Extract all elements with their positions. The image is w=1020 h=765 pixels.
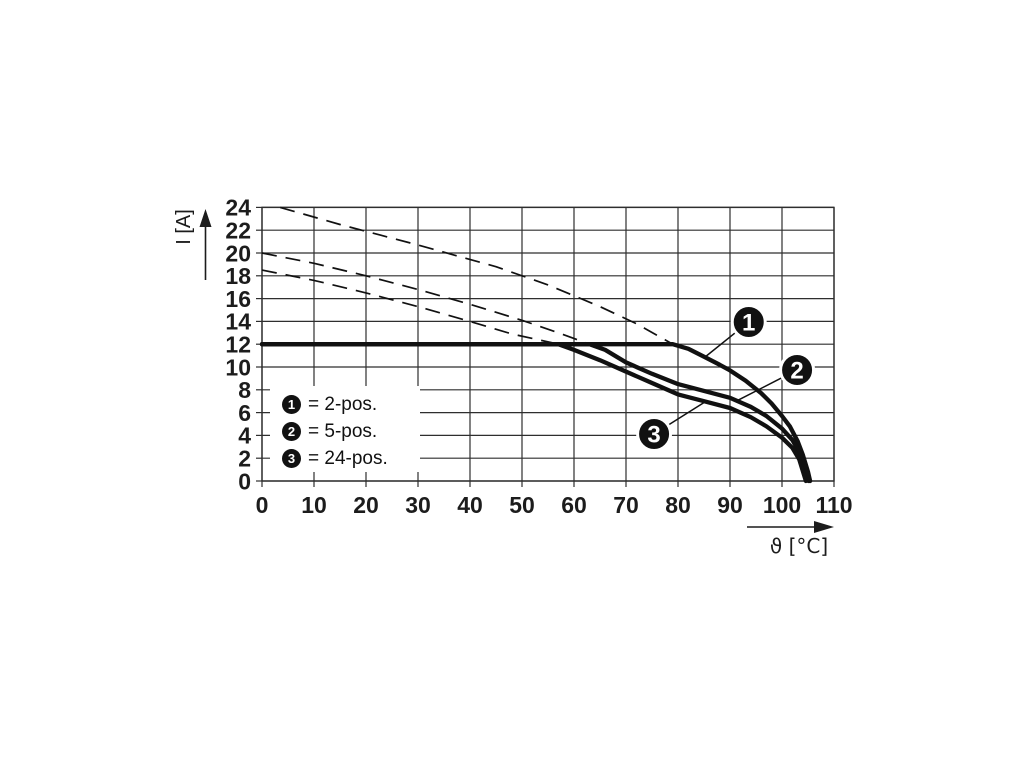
axis-ticks bbox=[256, 206, 835, 487]
x-tick-label: 50 bbox=[509, 492, 535, 518]
x-tick-label: 40 bbox=[457, 492, 483, 518]
y-tick-label: 16 bbox=[225, 286, 251, 312]
x-tick-label: 80 bbox=[665, 492, 691, 518]
y-tick-label: 18 bbox=[225, 263, 251, 289]
x-tick-label: 70 bbox=[613, 492, 639, 518]
y-axis-arrowhead-icon bbox=[199, 209, 212, 227]
legend-box: 1 = 2-pos. 2 = 5-pos. 3 = 24-pos. bbox=[270, 386, 420, 472]
y-tick-label: 8 bbox=[238, 377, 251, 403]
y-tick-label: 6 bbox=[238, 400, 251, 426]
x-tick-label: 110 bbox=[815, 492, 852, 518]
curve-badge-number: 3 bbox=[647, 422, 660, 449]
curve-badge-number: 1 bbox=[742, 310, 755, 337]
legend-marker-1-icon: 1 bbox=[282, 395, 301, 414]
series-2-pos. bbox=[259, 342, 813, 484]
x-tick-label: 90 bbox=[717, 492, 743, 518]
legend-item: 1 = 2-pos. bbox=[282, 392, 420, 417]
y-tick-label: 20 bbox=[225, 240, 251, 266]
x-tick-label: 0 bbox=[256, 492, 269, 518]
legend-item: 2 = 5-pos. bbox=[282, 419, 420, 444]
derating-curves bbox=[259, 342, 813, 484]
x-tick-label: 60 bbox=[561, 492, 587, 518]
axis-arrows bbox=[199, 209, 834, 533]
curve-badge-3 bbox=[636, 416, 673, 453]
x-axis-title: ϑ [°C] bbox=[769, 534, 829, 558]
series-dashed-guide-1 bbox=[279, 206, 674, 345]
x-tick-label: 20 bbox=[353, 492, 379, 518]
legend-marker-2-icon: 2 bbox=[282, 422, 301, 441]
legend-label-3: = 24-pos. bbox=[308, 447, 388, 469]
y-tick-label: 22 bbox=[225, 217, 251, 243]
y-axis-title: I [A] bbox=[173, 209, 195, 245]
y-tick-label: 0 bbox=[238, 468, 251, 494]
curve-badge-1 bbox=[730, 303, 767, 340]
legend-item: 3 = 24-pos. bbox=[282, 446, 420, 471]
y-tick-label: 4 bbox=[238, 423, 251, 449]
curve-badge-number: 2 bbox=[790, 358, 803, 385]
legend-label-1: = 2-pos. bbox=[308, 393, 378, 415]
y-tick-label: 2 bbox=[238, 445, 251, 471]
y-tick-label: 14 bbox=[225, 309, 251, 335]
legend-label-2: = 5-pos. bbox=[308, 420, 378, 442]
dashed-guide-curves bbox=[261, 206, 674, 346]
curve-badge-2 bbox=[779, 351, 816, 388]
grid-lines bbox=[261, 206, 835, 482]
x-tick-label: 30 bbox=[405, 492, 431, 518]
series-dashed-guide-3 bbox=[261, 269, 559, 346]
y-tick-label: 24 bbox=[225, 195, 251, 221]
series-5-pos. bbox=[259, 342, 811, 484]
curve-badges: 1 2 3 bbox=[636, 303, 816, 453]
x-axis-arrowhead-icon bbox=[814, 521, 834, 533]
series-24-pos. bbox=[259, 342, 809, 484]
y-tick-label: 10 bbox=[225, 354, 251, 380]
x-tick-label: 10 bbox=[301, 492, 327, 518]
series-dashed-guide-2 bbox=[261, 252, 590, 345]
axis-tick-labels: 0 10 20 30 40 50 60 70 80 90 100 110024681012141618… bbox=[225, 195, 852, 518]
y-tick-label: 12 bbox=[225, 331, 251, 357]
x-tick-label: 100 bbox=[763, 492, 801, 518]
legend-marker-3-icon: 3 bbox=[282, 449, 301, 468]
